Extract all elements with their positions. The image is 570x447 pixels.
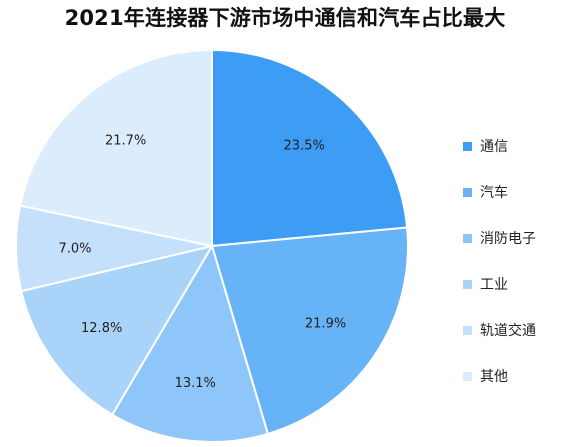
legend-label: 通信 [480,139,508,155]
pie-slice-tongxin[interactable] [211,48,409,248]
legend-item-xiaofang-dianzi[interactable]: 消防电子 [463,215,567,261]
legend-item-qiche[interactable]: 汽车 [463,169,567,215]
pie-slice-gongye[interactable] [20,244,215,417]
data-label-tongxin: 23.5% [284,139,325,154]
legend-swatch [463,187,472,197]
legend-label: 汽车 [480,185,508,201]
chart-title: 2021年连接器下游市场中通信和汽车占比最大 [64,6,506,30]
legend-swatch [463,233,472,243]
legend: 通信 汽车 消防电子 工业 轨道交通 其他 [463,123,567,399]
legend-label: 轨道交通 [480,323,536,339]
pie-slice-xiaofang-dianzi[interactable] [110,243,270,443]
legend-item-guidao-jiaotong[interactable]: 轨道交通 [463,307,567,353]
legend-label: 消防电子 [480,231,536,247]
legend-swatch [463,371,472,381]
legend-item-qita[interactable]: 其他 [463,353,567,399]
legend-label: 工业 [480,277,508,293]
data-label-xiaofang-dianzi: 13.1% [175,376,216,391]
legend-item-gongye[interactable]: 工业 [463,261,567,307]
data-label-qita: 21.7% [105,134,146,149]
legend-swatch [463,279,472,289]
data-label-guidao-jiaotong: 7.0% [58,242,91,257]
legend-label: 其他 [480,369,508,385]
legend-swatch [463,325,472,335]
data-label-gongye: 12.8% [81,321,122,336]
data-label-qiche: 21.9% [305,317,346,332]
legend-item-tongxin[interactable]: 通信 [463,123,567,169]
pie-slice-qiche[interactable] [210,226,409,436]
pie-slice-qita[interactable] [19,48,213,248]
legend-swatch [463,141,472,151]
